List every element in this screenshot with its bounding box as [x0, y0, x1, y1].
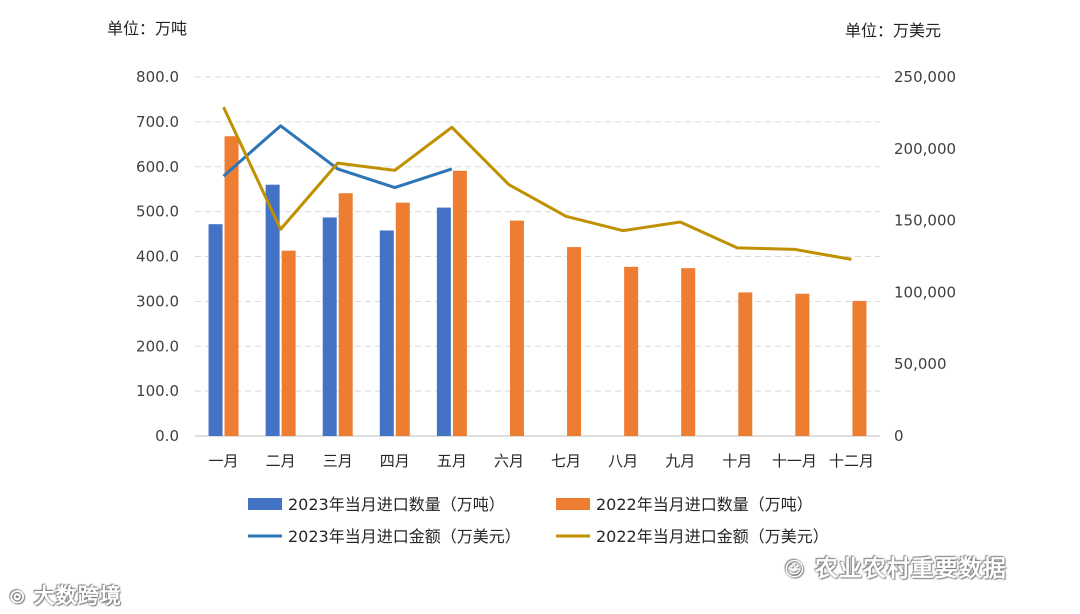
bar-2022 — [338, 193, 353, 436]
y-tick-label-left: 200.0 — [136, 337, 179, 355]
x-tick-label: 十二月 — [829, 452, 874, 470]
bar-2022 — [395, 202, 410, 436]
bar-2022 — [452, 170, 467, 436]
bar-2022 — [281, 250, 296, 436]
y-tick-label-right: 0 — [894, 427, 904, 445]
legend-swatch — [248, 498, 282, 510]
x-tick-label: 三月 — [323, 452, 353, 470]
bar-2022 — [624, 266, 639, 436]
bar-2023 — [208, 224, 223, 436]
y-tick-label-right: 150,000 — [894, 212, 956, 230]
y-tick-label-right: 50,000 — [894, 355, 947, 373]
watermark-right: ☺ 农业农村重要数据 — [784, 549, 1007, 583]
y-tick-label-left: 400.0 — [136, 248, 179, 266]
bar-2022 — [852, 300, 867, 436]
x-tick-label: 十月 — [722, 452, 752, 470]
legend-label: 2023年当月进口金额（万美元） — [288, 527, 521, 546]
x-tick-label: 十一月 — [772, 452, 817, 470]
bar-2022 — [738, 292, 753, 436]
bar-2022 — [681, 268, 696, 436]
bar-2022 — [567, 247, 582, 436]
bar-2023 — [436, 207, 451, 436]
watermark-right-text: 农业农村重要数据 — [814, 556, 1007, 582]
right-axis-unit: 单位：万美元 — [845, 21, 942, 40]
legend-swatch — [556, 498, 590, 510]
series-line-2022-value — [222, 106, 852, 261]
x-tick-label: 二月 — [266, 452, 296, 470]
x-tick-label: 一月 — [209, 452, 239, 470]
watermark-left-text: 大数跨境 — [33, 584, 122, 608]
x-tick-label: 七月 — [551, 452, 581, 470]
wechat-icon: ☺ — [784, 557, 806, 581]
legend-label: 2022年当月进口金额（万美元） — [596, 527, 829, 546]
y-tick-label-left: 700.0 — [136, 113, 179, 131]
bar-2023 — [379, 230, 394, 436]
watermark-left-logo-icon: ⦾ — [10, 587, 26, 608]
legend-label: 2023年当月进口数量（万吨） — [288, 495, 505, 514]
series-line-2023-value — [222, 124, 453, 190]
x-tick-label: 五月 — [437, 452, 467, 470]
y-tick-label-right: 100,000 — [894, 283, 956, 301]
y-tick-label-right: 250,000 — [894, 68, 956, 86]
left-axis-unit: 单位：万吨 — [107, 19, 188, 38]
x-tick-label: 六月 — [494, 452, 524, 470]
bar-2022 — [795, 293, 810, 436]
y-tick-label-left: 800.0 — [136, 68, 179, 86]
y-tick-label-left: 600.0 — [136, 158, 179, 176]
y-tick-label-left: 0.0 — [155, 427, 179, 445]
bar-2023 — [265, 184, 280, 436]
y-tick-label-right: 200,000 — [894, 140, 956, 158]
watermark-left: ⦾ 大数跨境 — [10, 580, 122, 610]
bar-2023 — [322, 217, 337, 436]
y-tick-label-left: 100.0 — [136, 382, 179, 400]
x-tick-label: 四月 — [380, 452, 410, 470]
y-tick-label-left: 500.0 — [136, 203, 179, 221]
bar-2022 — [509, 220, 524, 436]
x-tick-label: 八月 — [608, 452, 638, 470]
x-tick-label: 九月 — [665, 452, 695, 470]
y-tick-label-left: 300.0 — [136, 292, 179, 310]
legend-label: 2022年当月进口数量（万吨） — [596, 495, 813, 514]
bar-2022 — [224, 136, 239, 437]
